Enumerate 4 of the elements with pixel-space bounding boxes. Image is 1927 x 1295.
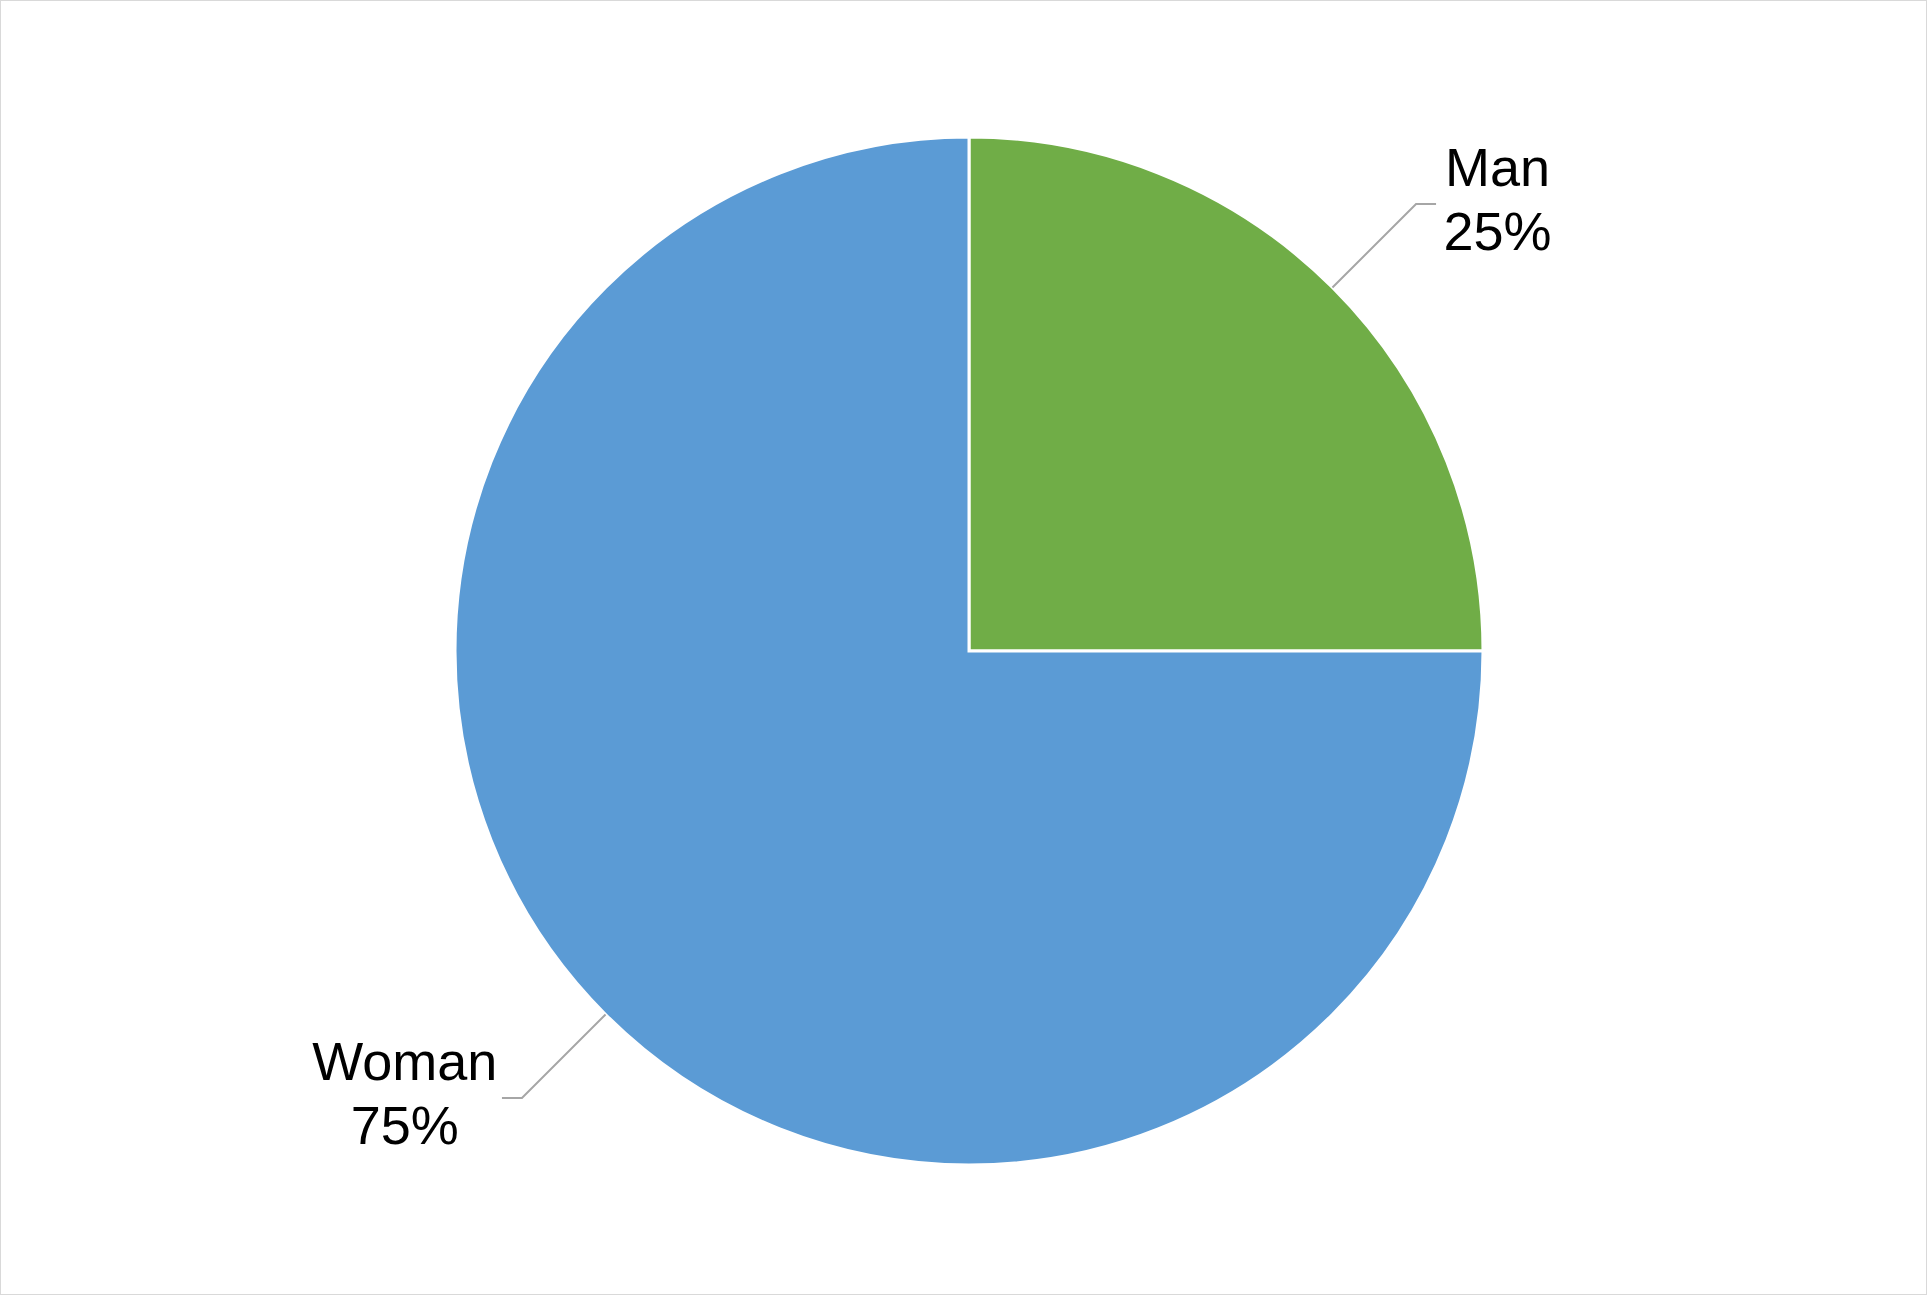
data-label: 75%: [350, 1094, 459, 1155]
slice-label: Woman: [312, 1031, 498, 1092]
slice-label: Man: [1444, 137, 1551, 198]
data-label: 25%: [1443, 200, 1552, 261]
